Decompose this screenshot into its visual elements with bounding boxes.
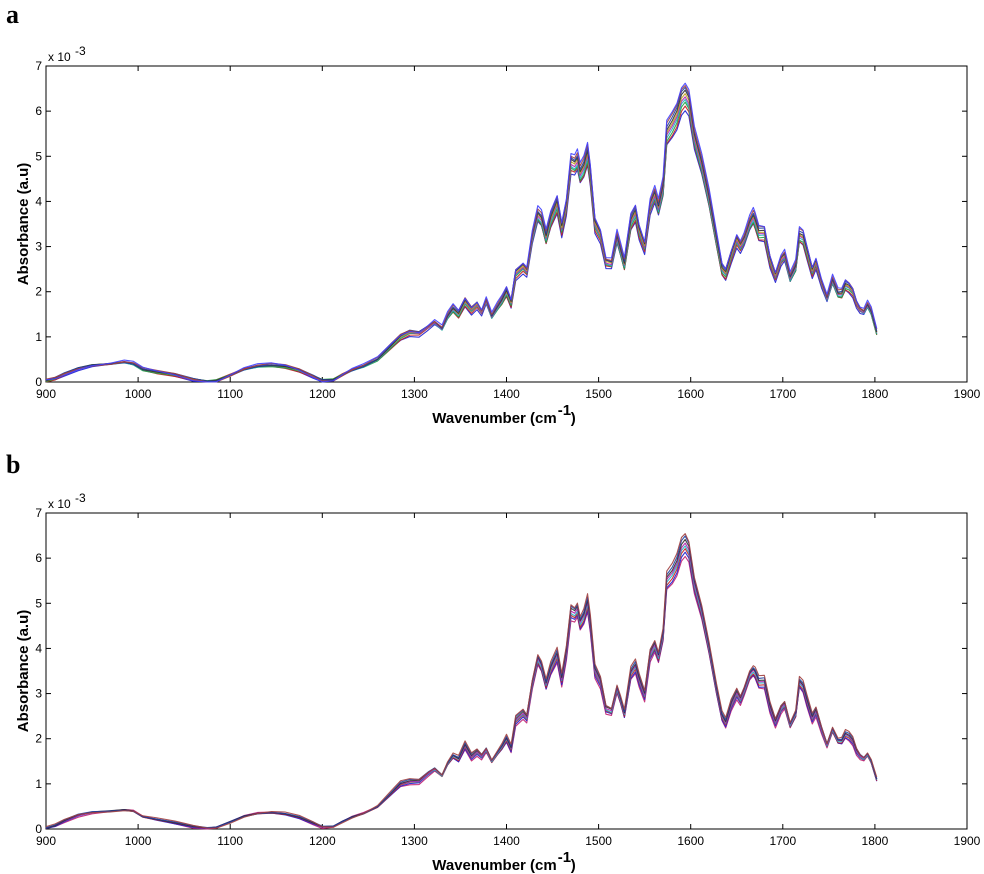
y-multiplier: x 10 bbox=[48, 497, 71, 511]
plot-frame bbox=[45, 65, 968, 383]
spectrum-line bbox=[45, 533, 878, 829]
spectrum-line bbox=[45, 105, 878, 383]
y-multiplier-exponent: -3 bbox=[75, 44, 86, 58]
x-tick-label: 1900 bbox=[954, 834, 981, 848]
y-axis-label: Absorbance (a.u) bbox=[15, 610, 32, 733]
x-tick-label: 1000 bbox=[125, 834, 152, 848]
y-tick-label: 7 bbox=[35, 506, 42, 520]
spectrum-line bbox=[45, 551, 878, 830]
x-axis-label-close: ) bbox=[571, 410, 576, 427]
x-tick-label: 1100 bbox=[217, 834, 243, 848]
x-tick-label: 1500 bbox=[585, 834, 612, 848]
x-axis-label: Wavenumber (cm bbox=[432, 410, 556, 427]
y-tick-label: 5 bbox=[35, 149, 42, 163]
y-multiplier: x 10 bbox=[48, 50, 71, 64]
spectrum-line bbox=[45, 96, 878, 383]
spectrum-line bbox=[45, 98, 878, 382]
x-tick-label: 1000 bbox=[125, 387, 152, 401]
panel-label-b: b bbox=[6, 450, 21, 479]
spectrum-line bbox=[45, 101, 878, 383]
y-tick-label: 2 bbox=[35, 732, 42, 746]
y-tick-label: 4 bbox=[35, 641, 42, 655]
spectrum-line bbox=[45, 555, 878, 830]
panel-label-a: a bbox=[6, 0, 19, 29]
x-tick-label: 1600 bbox=[677, 834, 704, 848]
x-tick-label: 1300 bbox=[401, 387, 428, 401]
x-axis-label-sup: -1 bbox=[558, 849, 571, 866]
x-tick-label: 1900 bbox=[954, 387, 981, 401]
y-tick-label: 3 bbox=[35, 240, 42, 254]
x-tick-label: 1400 bbox=[493, 387, 520, 401]
x-tick-label: 1100 bbox=[217, 387, 243, 401]
spectrum-line bbox=[45, 538, 878, 829]
spectrum-line bbox=[45, 89, 878, 382]
x-tick-label: 1300 bbox=[401, 834, 428, 848]
spectrum-line bbox=[45, 548, 878, 829]
y-axis-label: Absorbance (a.u) bbox=[15, 163, 32, 286]
plot-frame bbox=[45, 512, 968, 830]
y-tick-label: 3 bbox=[35, 687, 42, 701]
spectrum-line bbox=[45, 82, 878, 383]
y-tick-label: 5 bbox=[35, 596, 42, 610]
x-tick-label: 900 bbox=[36, 834, 56, 848]
x-tick-label: 1700 bbox=[769, 834, 796, 848]
spectrum-chart-b: 900 1000 1100 1200 1300 1400 1500 1600 1700 1800 1… bbox=[15, 491, 981, 874]
x-tick-label: 1400 bbox=[493, 834, 520, 848]
x-tick-label: 1600 bbox=[677, 387, 704, 401]
y-tick-label: 0 bbox=[35, 822, 42, 836]
y-tick-label: 0 bbox=[35, 375, 42, 389]
spectrum-line bbox=[45, 535, 878, 829]
y-tick-label: 6 bbox=[35, 551, 42, 565]
x-axis-label-sup: -1 bbox=[558, 402, 571, 419]
x-axis-label-close: ) bbox=[571, 857, 576, 874]
spectrum-chart-a: 900 1000 1100 1200 1300 1400 1500 1600 1700 1800 1… bbox=[15, 44, 981, 427]
x-tick-label: 1500 bbox=[585, 387, 612, 401]
x-tick-label: 900 bbox=[36, 387, 56, 401]
y-tick-label: 1 bbox=[35, 330, 42, 344]
spectrum-line bbox=[45, 86, 878, 382]
spectrum-line bbox=[45, 93, 878, 382]
x-tick-label: 1800 bbox=[862, 834, 889, 848]
y-tick-label: 4 bbox=[35, 194, 42, 208]
y-multiplier-exponent: -3 bbox=[75, 491, 86, 505]
spectrum-line bbox=[45, 110, 878, 383]
x-tick-label: 1700 bbox=[769, 387, 796, 401]
y-tick-label: 1 bbox=[35, 777, 42, 791]
y-tick-label: 2 bbox=[35, 285, 42, 299]
y-tick-label: 7 bbox=[35, 59, 42, 73]
x-tick-label: 1200 bbox=[309, 387, 336, 401]
spectrum-line bbox=[45, 542, 878, 830]
y-tick-label: 6 bbox=[35, 104, 42, 118]
spectrum-line bbox=[45, 85, 878, 383]
x-tick-label: 1200 bbox=[309, 834, 336, 848]
spectrum-line bbox=[45, 545, 878, 829]
x-tick-label: 1800 bbox=[862, 387, 889, 401]
x-axis-label: Wavenumber (cm bbox=[432, 857, 556, 874]
